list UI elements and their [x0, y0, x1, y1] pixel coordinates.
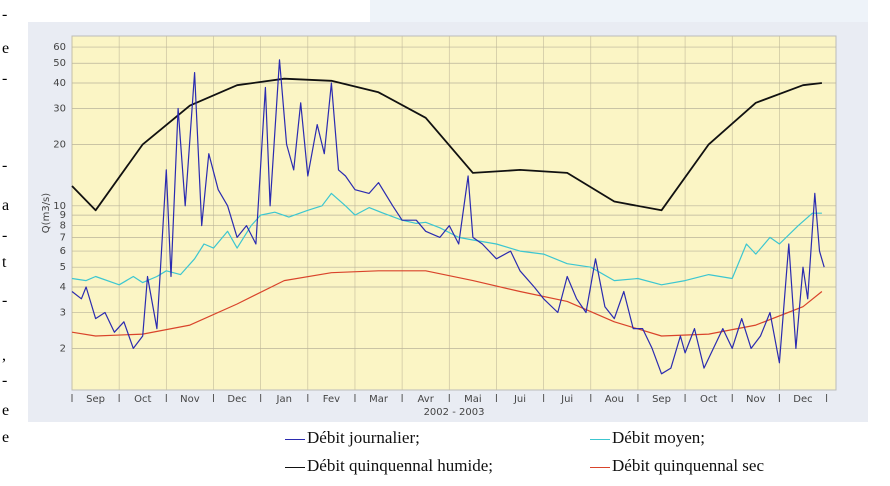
x-tick-label: Oct [134, 394, 151, 405]
side-fragment: , [2, 347, 6, 364]
side-fragment: e [2, 40, 10, 57]
plot-area [71, 35, 837, 391]
series-line [71, 59, 825, 375]
y-tick-label: 6 [60, 246, 66, 257]
legend-item: Débit quinquennal humide; [285, 456, 493, 476]
legend-label: Débit quinquennal humide; [307, 456, 494, 475]
x-tick-label: Dec [227, 394, 246, 405]
x-tick-label: Mai [464, 394, 482, 405]
side-fragment: - [2, 227, 8, 244]
legend-label: Débit moyen; [612, 428, 706, 447]
side-fragment: t [2, 254, 7, 271]
x-tick-label: Oct [700, 394, 717, 405]
side-fragment: - [2, 70, 8, 87]
series-line [71, 192, 822, 286]
x-tick-label: Jui [513, 394, 526, 405]
x-tick-label: Nov [180, 394, 200, 405]
x-tick-label: Sep [652, 394, 671, 405]
side-fragment: e [2, 402, 10, 419]
side-fragment: - [2, 157, 8, 174]
side-fragment: - [2, 6, 8, 23]
legend-item: Débit journalier; [285, 428, 420, 448]
legend-label: Débit journalier; [307, 428, 420, 447]
x-tick-label: Mar [369, 394, 389, 405]
y-tick-label: 3 [60, 307, 66, 318]
top-bar [370, 0, 868, 22]
x-tick-label: Avr [418, 394, 435, 405]
y-tick-label: 8 [60, 221, 66, 232]
y-tick-label: 30 [53, 103, 66, 114]
x-tick-label: Aou [605, 394, 624, 405]
x-tick-label: Sep [86, 394, 105, 405]
side-fragment: - [2, 372, 8, 389]
y-tick-label: 4 [60, 282, 66, 293]
y-tick-label: 9 [60, 210, 66, 221]
x-tick-label: Fev [323, 394, 340, 405]
legend-item: Débit quinquennal sec [590, 456, 764, 476]
x-tick-label: Nov [746, 394, 766, 405]
side-fragment: - [2, 292, 8, 309]
x-tick-label: Dec [793, 394, 812, 405]
y-axis-label: Q(m3/s) [41, 193, 52, 233]
y-tick-label: 60 [53, 42, 66, 53]
y-tick-label: 50 [53, 58, 66, 69]
y-tick-label: 5 [60, 262, 66, 273]
x-tick-label: Jui [560, 394, 573, 405]
legend-label: Débit quinquennal sec [612, 456, 765, 475]
series-line [71, 270, 823, 337]
y-tick-label: 20 [53, 139, 66, 150]
legend-item: Débit moyen; [590, 428, 705, 448]
y-tick-label: 40 [53, 78, 66, 89]
y-tick-label: 7 [60, 232, 66, 243]
x-axis-label: 2002 - 2003 [424, 407, 485, 418]
y-tick-label: 2 [60, 343, 66, 354]
side-fragment: a [2, 197, 10, 214]
side-fragment: e [2, 429, 10, 446]
series-line [71, 77, 823, 212]
y-tick-label: 10 [53, 201, 66, 212]
chart: Q(m3/s) 2002 - 2003 Sep Oct Nov Dec Jan Fev Ma… [28, 0, 868, 422]
x-tick-label: Jan [276, 394, 292, 405]
